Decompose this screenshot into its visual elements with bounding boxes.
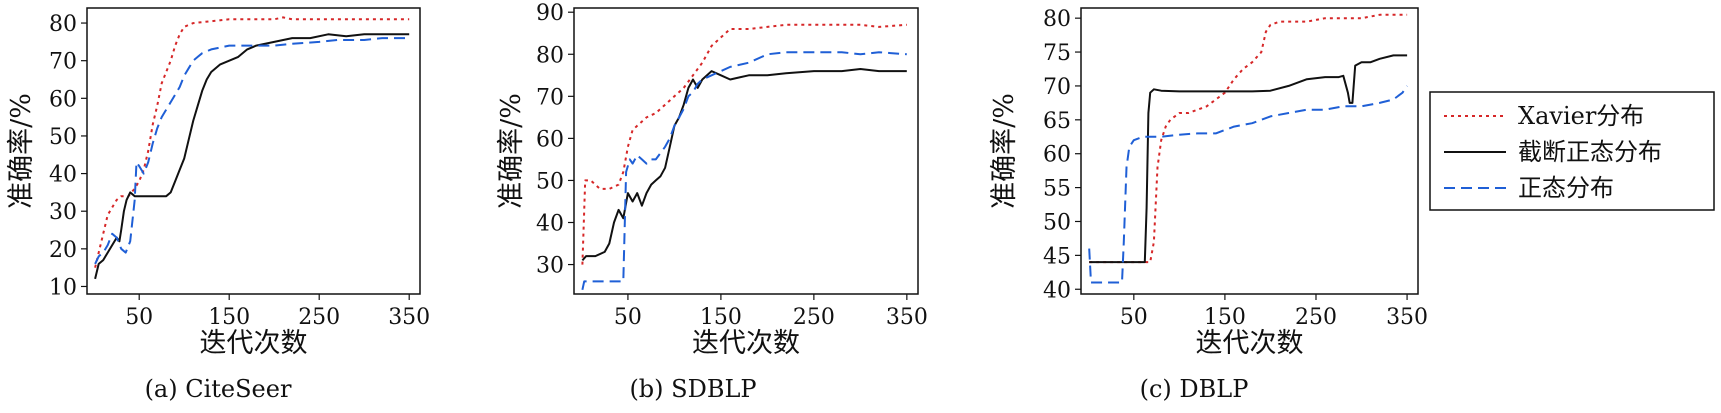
y-tick-label: 80 (536, 43, 564, 68)
series-line-truncated-normal (94, 33, 410, 280)
panel-caption: (a) CiteSeer (145, 375, 292, 403)
y-tick-label: 80 (1043, 7, 1071, 32)
x-tick-label: 150 (700, 305, 742, 330)
x-tick-label: 350 (886, 305, 928, 330)
x-axis-label: 迭代次数 (1196, 328, 1304, 359)
chart-panel-sdblp: 50 150 250 350 30 40 50 60 70 80 90 迭代次数 准确率/% (b) SD… (496, 1, 928, 403)
y-tick-label: 10 (49, 275, 77, 300)
series-line-xavier (94, 16, 410, 268)
y-axis-label: 准确率/% (989, 93, 1020, 209)
y-tick-label: 50 (536, 169, 564, 194)
x-tick-label: 250 (793, 305, 835, 330)
x-tick-label: 150 (1204, 305, 1246, 330)
plot-frame (1080, 7, 1419, 295)
x-tick-label: 50 (125, 305, 153, 330)
series-line-normal (94, 37, 410, 265)
x-tick-label: 350 (1386, 305, 1428, 330)
y-tick-label: 90 (536, 1, 564, 26)
chart-panel-citeseer: 50 150 250 350 10 20 30 40 50 60 70 80 迭代次数 准确率/% (a) … (6, 7, 430, 403)
y-tick-label: 45 (1043, 244, 1071, 269)
x-axis-label: 迭代次数 (692, 328, 800, 359)
plot-frame (86, 7, 421, 295)
panel-caption: (b) SDBLP (629, 375, 756, 403)
y-tick-label: 70 (49, 50, 77, 75)
y-tick-label: 40 (1043, 278, 1071, 303)
plot-frame (573, 7, 919, 295)
y-tick-label: 50 (1043, 210, 1071, 235)
y-tick-label: 60 (536, 127, 564, 152)
y-tick-label: 30 (536, 254, 564, 279)
y-tick-label: 40 (49, 163, 77, 188)
series-line-xavier (581, 23, 907, 265)
x-tick-label: 150 (208, 305, 250, 330)
y-tick-label: 60 (1043, 143, 1071, 168)
x-tick-label: 350 (388, 305, 430, 330)
series-line-truncated-normal (581, 68, 907, 262)
chart-panel-dblp: 50 150 250 350 40 45 50 55 60 65 70 75 80 迭代次数 准确率/% (c… (989, 7, 1428, 403)
y-tick-label: 30 (49, 200, 77, 225)
x-tick-label: 250 (1295, 305, 1337, 330)
legend-label-normal: 正态分布 (1518, 174, 1614, 202)
legend-label-truncated-normal: 截断正态分布 (1518, 138, 1662, 166)
y-tick-label: 70 (536, 85, 564, 110)
y-tick-label: 60 (49, 87, 77, 112)
x-axis-label: 迭代次数 (200, 328, 308, 359)
series-line-truncated-normal (1089, 54, 1408, 264)
series-line-normal (1088, 85, 1408, 284)
y-axis-label: 准确率/% (6, 93, 37, 209)
y-tick-label: 70 (1043, 75, 1071, 100)
y-tick-label: 80 (49, 12, 77, 37)
y-axis-label: 准确率/% (496, 93, 527, 209)
y-tick-label: 55 (1043, 177, 1071, 202)
y-tick-label: 40 (536, 212, 564, 237)
legend-label-xavier: Xavier分布 (1518, 102, 1644, 130)
y-tick-label: 50 (49, 125, 77, 150)
x-tick-label: 50 (1120, 305, 1148, 330)
y-tick-label: 75 (1043, 41, 1071, 66)
panel-caption: (c) DBLP (1140, 375, 1249, 403)
x-tick-label: 50 (614, 305, 642, 330)
y-tick-label: 20 (49, 238, 77, 263)
series-line-normal (581, 51, 907, 291)
x-tick-label: 250 (298, 305, 340, 330)
y-tick-label: 65 (1043, 109, 1071, 134)
